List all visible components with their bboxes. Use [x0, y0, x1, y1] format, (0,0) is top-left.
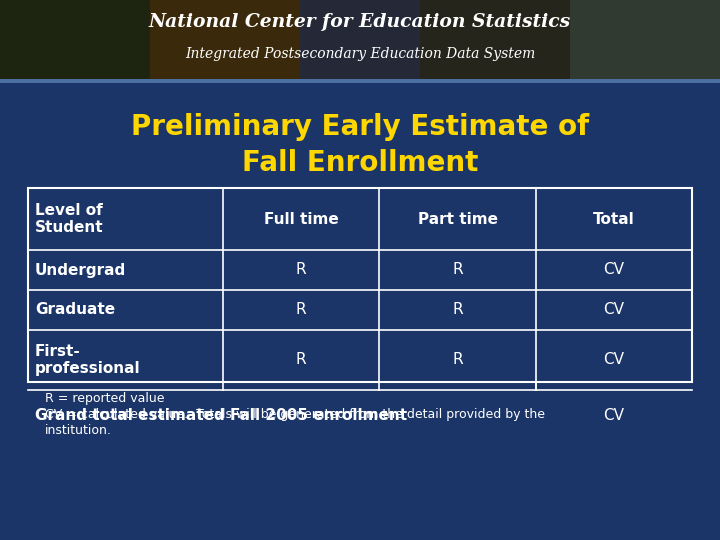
Text: R: R [296, 302, 306, 318]
Text: Level of
Student: Level of Student [35, 203, 104, 235]
Text: institution.: institution. [45, 424, 112, 437]
Text: CV = calculated value.  Totals will be generated from the detail provided by the: CV = calculated value. Totals will be ge… [45, 408, 545, 421]
Text: R = reported value: R = reported value [45, 392, 164, 405]
Text: CV: CV [603, 302, 624, 318]
Bar [0, 0, 720, 79]
Bar [150, 0, 300, 79]
Text: National Center for Education Statistics: National Center for Education Statistics [149, 13, 571, 31]
Bar [0, 79, 720, 83]
Bar [300, 0, 420, 79]
Text: Preliminary Early Estimate of
Fall Enrollment: Preliminary Early Estimate of Fall Enrol… [131, 113, 589, 177]
Text: CV: CV [603, 408, 624, 423]
Text: R: R [452, 262, 463, 278]
Bar [570, 0, 720, 79]
Bar [420, 0, 570, 79]
Text: CV: CV [603, 262, 624, 278]
Text: Grand total estimated Fall 2005 enrollment: Grand total estimated Fall 2005 enrollme… [35, 408, 407, 423]
Text: Integrated Postsecondary Education Data System: Integrated Postsecondary Education Data … [185, 47, 535, 60]
Text: R: R [452, 353, 463, 368]
Text: Undergrad: Undergrad [35, 262, 126, 278]
Text: R: R [296, 262, 306, 278]
Text: R: R [452, 302, 463, 318]
Text: CV: CV [603, 353, 624, 368]
Text: Part time: Part time [418, 212, 498, 226]
Text: Full time: Full time [264, 212, 338, 226]
Bar [0, 0, 150, 79]
Bar [28, 188, 692, 382]
Text: First-
professional: First- professional [35, 344, 140, 376]
Text: Total: Total [593, 212, 635, 226]
Text: Graduate: Graduate [35, 302, 115, 318]
Text: R: R [296, 353, 306, 368]
